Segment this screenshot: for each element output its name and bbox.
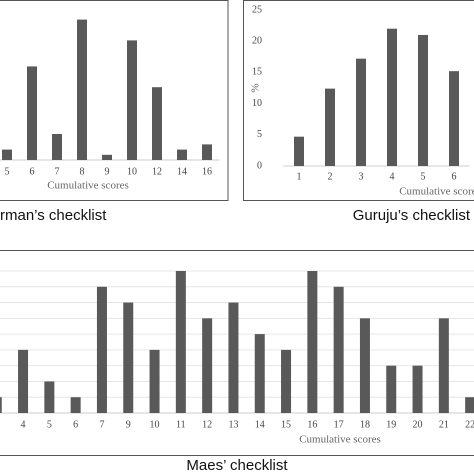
x-tick-label: 5 — [421, 171, 426, 182]
bar — [359, 318, 370, 413]
bar — [202, 144, 212, 160]
bar — [281, 349, 292, 413]
x-tick-label: 9 — [105, 166, 110, 177]
bar — [175, 271, 186, 413]
bar — [386, 365, 397, 413]
bar — [2, 149, 12, 160]
x-tick-label: 10 — [127, 166, 137, 177]
x-tick-label: 11 — [176, 419, 186, 430]
caption: Guruju’s checklist — [353, 207, 471, 224]
y-tick-label: 15 — [252, 67, 262, 78]
x-tick-label: 13 — [228, 419, 238, 430]
x-tick-label: 8 — [80, 166, 85, 177]
x-tick-label: 1 — [297, 171, 302, 182]
x-tick-label: 12 — [202, 419, 212, 430]
bar — [149, 349, 160, 413]
x-tick-label: 21 — [439, 419, 449, 430]
bar — [123, 302, 134, 413]
x-tick-label: 12 — [152, 166, 162, 177]
y-axis-title: % — [250, 83, 262, 92]
bar — [254, 334, 265, 413]
frame — [0, 250, 474, 456]
x-tick-label: 19 — [386, 419, 396, 430]
bar — [307, 271, 318, 413]
x-tick-label: 6 — [30, 166, 35, 177]
y-tick-label: 10 — [252, 98, 262, 109]
x-tick-label: 2 — [328, 171, 333, 182]
x-tick-label: 9 — [126, 419, 131, 430]
bar — [18, 349, 29, 413]
x-tick-label: 7 — [55, 166, 60, 177]
bar — [0, 397, 2, 413]
x-tick-label: 4 — [21, 419, 26, 430]
bar — [418, 34, 428, 167]
x-axis-title: Cumulative scores — [47, 180, 129, 192]
x-tick-label: 3 — [359, 171, 364, 182]
x-tick-label: 10 — [150, 419, 160, 430]
x-tick-label: 22 — [465, 419, 474, 430]
bar — [102, 154, 112, 160]
x-tick-label: 15 — [281, 419, 291, 430]
bar — [202, 318, 213, 413]
x-tick-label: 4 — [390, 171, 395, 182]
y-tick-label: 5 — [257, 129, 262, 140]
bar — [387, 28, 397, 166]
x-tick-label: 16 — [202, 166, 212, 177]
bar — [465, 397, 474, 413]
bar — [412, 365, 423, 413]
bar — [356, 58, 366, 167]
x-tick-label: 6 — [73, 419, 78, 430]
x-tick-label: 6 — [452, 171, 457, 182]
x-tick-label: 14 — [177, 166, 187, 177]
x-axis-title: Cumulative scores — [299, 434, 381, 446]
bar — [294, 136, 304, 166]
caption: Maes’ checklist — [186, 457, 288, 474]
x-tick-label: 5 — [47, 419, 52, 430]
bar — [77, 19, 87, 160]
bar — [152, 87, 162, 160]
frame — [0, 0, 229, 201]
bar — [27, 66, 37, 160]
bar — [449, 71, 459, 166]
x-tick-label: 5 — [5, 166, 10, 177]
x-tick-label: 18 — [360, 419, 370, 430]
bar — [52, 134, 62, 160]
x-tick-label: 16 — [307, 419, 317, 430]
bar — [325, 88, 335, 166]
y-tick-label: 25 — [252, 4, 262, 15]
bar — [96, 286, 107, 413]
bar — [127, 40, 137, 160]
frame — [243, 0, 474, 201]
x-tick-label: 17 — [334, 419, 344, 430]
bar — [438, 318, 449, 413]
y-tick-label: 0 — [257, 160, 262, 171]
x-axis-title: Cumulative scores — [399, 186, 474, 198]
bar — [70, 397, 81, 413]
y-tick-label: 20 — [252, 35, 262, 46]
x-tick-label: 20 — [413, 419, 423, 430]
caption: rman’s checklist — [0, 207, 107, 224]
x-tick-label: 7 — [99, 419, 104, 430]
bar — [177, 149, 187, 160]
bar — [333, 286, 344, 413]
x-tick-label: 14 — [255, 419, 265, 430]
bar — [228, 302, 239, 413]
bar — [44, 381, 55, 413]
